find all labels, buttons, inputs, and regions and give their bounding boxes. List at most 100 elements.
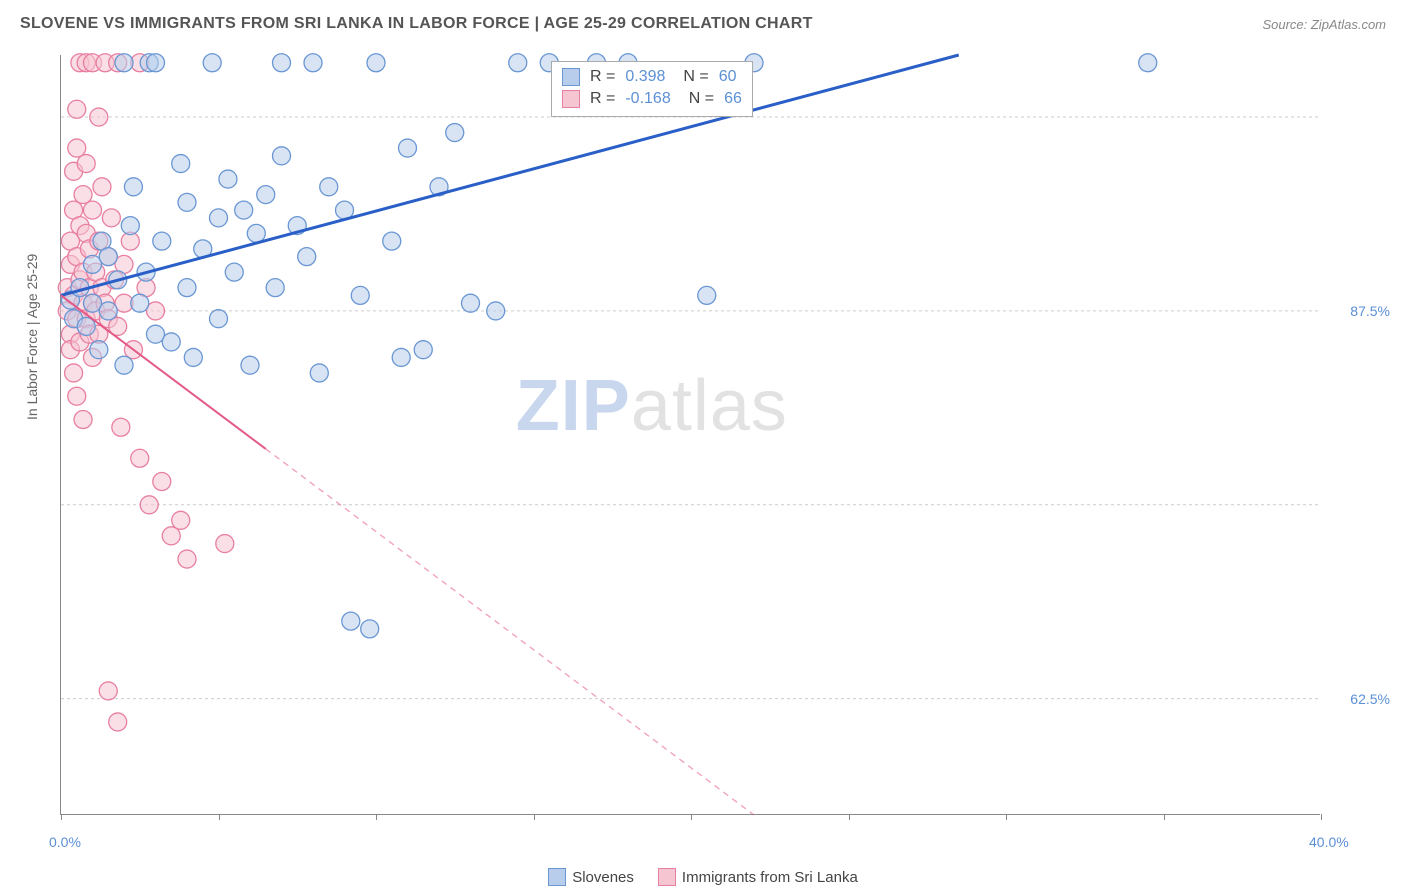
- scatter-point: [273, 147, 291, 165]
- scatter-point: [225, 263, 243, 281]
- scatter-point: [247, 224, 265, 242]
- scatter-point: [216, 535, 234, 553]
- y-tick-label: 87.5%: [1350, 303, 1390, 319]
- scatter-point: [361, 620, 379, 638]
- scatter-point: [172, 511, 190, 529]
- x-tick: [849, 814, 850, 820]
- scatter-point: [399, 139, 417, 157]
- x-tick: [534, 814, 535, 820]
- scatter-point: [112, 418, 130, 436]
- x-tick: [219, 814, 220, 820]
- scatter-point: [90, 108, 108, 126]
- x-tick-label: 0.0%: [49, 834, 81, 850]
- scatter-point: [153, 473, 171, 491]
- scatter-point: [241, 356, 259, 374]
- scatter-point: [342, 612, 360, 630]
- scatter-point: [68, 387, 86, 405]
- scatter-point: [131, 449, 149, 467]
- legend-swatch: [658, 868, 676, 886]
- r-label: R =: [590, 88, 615, 110]
- r-value: 0.398: [625, 66, 665, 88]
- x-tick: [61, 814, 62, 820]
- legend-swatch: [562, 90, 580, 108]
- scatter-point: [462, 294, 480, 312]
- n-label: N =: [689, 88, 714, 110]
- legend-swatch: [562, 68, 580, 86]
- scatter-point: [65, 364, 83, 382]
- scatter-point: [109, 713, 127, 731]
- scatter-point: [698, 286, 716, 304]
- n-value: 66: [724, 88, 742, 110]
- scatter-point: [273, 54, 291, 72]
- scatter-point: [414, 341, 432, 359]
- n-value: 60: [719, 66, 737, 88]
- legend-label: Immigrants from Sri Lanka: [682, 869, 858, 886]
- chart-svg: [61, 55, 1320, 814]
- scatter-point: [90, 341, 108, 359]
- x-tick: [1321, 814, 1322, 820]
- scatter-point: [140, 496, 158, 514]
- scatter-point: [351, 286, 369, 304]
- scatter-point: [162, 333, 180, 351]
- scatter-point: [121, 217, 139, 235]
- scatter-point: [320, 178, 338, 196]
- scatter-point: [102, 209, 120, 227]
- x-tick: [691, 814, 692, 820]
- scatter-point: [1139, 54, 1157, 72]
- legend-item: Immigrants from Sri Lanka: [658, 868, 858, 886]
- scatter-point: [147, 54, 165, 72]
- scatter-point: [257, 186, 275, 204]
- scatter-point: [310, 364, 328, 382]
- trend-line: [61, 295, 266, 449]
- chart-source: Source: ZipAtlas.com: [1262, 17, 1386, 32]
- scatter-point: [210, 209, 228, 227]
- scatter-point: [84, 201, 102, 219]
- scatter-point: [446, 124, 464, 142]
- legend-item: Slovenes: [548, 868, 634, 886]
- chart-plot-area: ZIPatlas R =0.398N =60R =-0.168N =66 62.…: [60, 55, 1320, 815]
- n-label: N =: [683, 66, 708, 88]
- scatter-point: [93, 178, 111, 196]
- scatter-point: [178, 279, 196, 297]
- scatter-point: [99, 682, 117, 700]
- r-value: -0.168: [625, 88, 670, 110]
- y-tick-label: 62.5%: [1350, 691, 1390, 707]
- x-tick: [376, 814, 377, 820]
- scatter-point: [184, 348, 202, 366]
- scatter-point: [392, 348, 410, 366]
- scatter-point: [178, 193, 196, 211]
- scatter-point: [266, 279, 284, 297]
- scatter-point: [162, 527, 180, 545]
- y-axis-title: In Labor Force | Age 25-29: [24, 254, 40, 420]
- scatter-point: [77, 155, 95, 173]
- trend-line: [61, 55, 959, 295]
- stats-legend-box: R =0.398N =60R =-0.168N =66: [551, 61, 753, 117]
- legend-label: Slovenes: [572, 869, 634, 886]
- scatter-point: [203, 54, 221, 72]
- x-tick: [1006, 814, 1007, 820]
- scatter-point: [178, 550, 196, 568]
- scatter-point: [219, 170, 237, 188]
- scatter-point: [124, 178, 142, 196]
- chart-header: SLOVENE VS IMMIGRANTS FROM SRI LANKA IN …: [0, 0, 1406, 48]
- scatter-point: [68, 139, 86, 157]
- stats-row: R = -0.168 N = 66: [562, 88, 742, 110]
- scatter-point: [172, 155, 190, 173]
- scatter-point: [304, 54, 322, 72]
- scatter-point: [68, 100, 86, 118]
- scatter-point: [74, 410, 92, 428]
- r-label: R =: [590, 66, 615, 88]
- scatter-point: [131, 294, 149, 312]
- scatter-point: [115, 54, 133, 72]
- scatter-point: [74, 186, 92, 204]
- scatter-point: [153, 232, 171, 250]
- scatter-point: [235, 201, 253, 219]
- scatter-point: [99, 302, 117, 320]
- stats-row: R = 0.398 N = 60: [562, 66, 742, 88]
- x-tick: [1164, 814, 1165, 820]
- scatter-point: [509, 54, 527, 72]
- legend-swatch: [548, 868, 566, 886]
- chart-title: SLOVENE VS IMMIGRANTS FROM SRI LANKA IN …: [20, 15, 813, 33]
- scatter-point: [210, 310, 228, 328]
- x-tick-label: 40.0%: [1309, 834, 1349, 850]
